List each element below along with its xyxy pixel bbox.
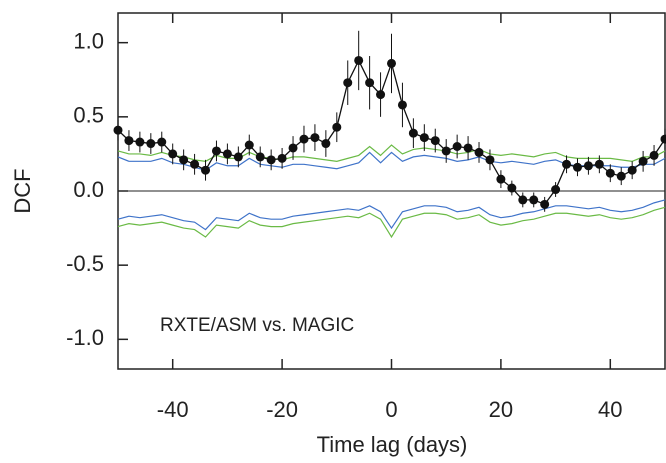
data-point xyxy=(496,174,506,184)
annotation: RXTE/ASM vs. MAGIC xyxy=(160,315,354,336)
y-tick-label: 1.0 xyxy=(73,28,104,53)
data-point xyxy=(507,183,517,193)
data-point xyxy=(474,147,484,157)
data-point xyxy=(638,156,648,166)
x-tick-label: 0 xyxy=(385,397,397,422)
data-point xyxy=(551,185,561,195)
y-tick-label: 0.0 xyxy=(73,177,104,202)
data-point xyxy=(485,155,495,165)
data-point xyxy=(387,58,396,68)
data-point xyxy=(321,139,331,149)
x-tick-label: -20 xyxy=(266,397,298,422)
data-point xyxy=(124,136,134,146)
data-point xyxy=(518,195,528,205)
series-line xyxy=(117,199,666,231)
data-point xyxy=(616,171,626,181)
data-point xyxy=(649,150,659,160)
data-point xyxy=(419,133,429,143)
data-point xyxy=(266,155,276,165)
series-line xyxy=(117,144,666,162)
data-point xyxy=(562,159,572,169)
data-point xyxy=(572,162,582,172)
data-point xyxy=(343,78,353,88)
data-point xyxy=(190,159,200,169)
data-point xyxy=(365,78,375,88)
data-point xyxy=(332,122,342,132)
series-line xyxy=(117,206,666,239)
x-tick-label: -40 xyxy=(157,397,189,422)
data-point xyxy=(211,146,221,156)
data-point xyxy=(201,165,211,175)
data-point xyxy=(529,195,539,205)
data-point xyxy=(113,125,123,135)
data-point xyxy=(540,199,550,209)
data-point xyxy=(627,165,637,175)
data-point xyxy=(255,152,265,162)
data-point xyxy=(594,159,604,169)
data-point xyxy=(277,153,287,163)
x-tick-label: 20 xyxy=(489,397,513,422)
data-point xyxy=(583,161,593,171)
data-point xyxy=(452,142,462,151)
data-point xyxy=(233,152,243,162)
data-point xyxy=(146,139,156,149)
data-point xyxy=(135,137,145,147)
data-point xyxy=(168,149,178,159)
y-tick-label: 0.5 xyxy=(73,103,104,128)
y-tick-label: -1.0 xyxy=(66,325,104,350)
data-point xyxy=(310,133,320,143)
data-point xyxy=(288,143,298,153)
y-axis-label: DCF xyxy=(10,168,35,213)
data-point xyxy=(430,136,440,146)
data-point xyxy=(441,146,451,156)
data-point xyxy=(157,137,167,147)
y-tick-label: -0.5 xyxy=(66,251,104,276)
data-point xyxy=(605,168,615,178)
x-axis-label: Time lag (days) xyxy=(317,432,468,457)
data-point xyxy=(354,55,364,65)
data-point xyxy=(299,134,309,144)
data-point xyxy=(376,90,386,100)
data-point xyxy=(660,134,666,144)
data-point xyxy=(179,155,189,165)
data-point xyxy=(408,128,418,138)
data-point xyxy=(463,143,473,153)
data-point xyxy=(397,100,407,110)
x-tick-label: 40 xyxy=(598,397,622,422)
data-point xyxy=(222,149,232,159)
data-point xyxy=(244,140,254,150)
